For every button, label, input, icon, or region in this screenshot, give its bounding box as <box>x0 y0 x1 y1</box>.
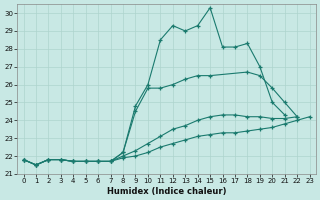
X-axis label: Humidex (Indice chaleur): Humidex (Indice chaleur) <box>107 187 226 196</box>
